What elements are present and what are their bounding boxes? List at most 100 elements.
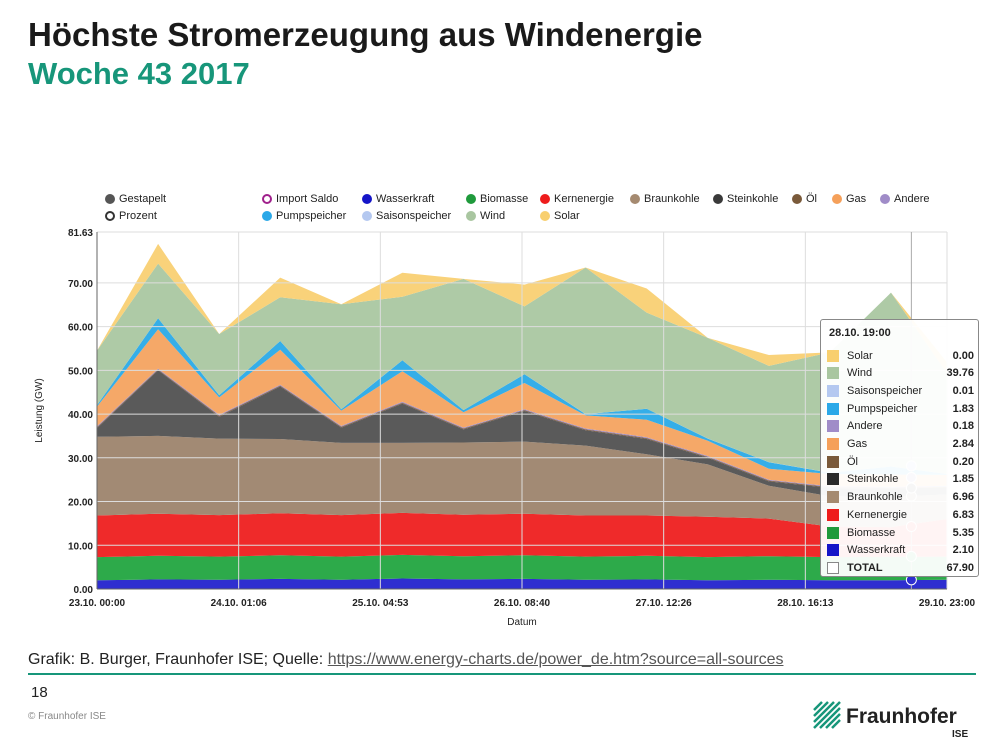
legend-item[interactable]: Wind <box>466 210 505 222</box>
legend-marker-icon <box>262 194 272 204</box>
tooltip-swatch-icon <box>827 402 839 415</box>
tooltip-value: 0.18 <box>952 420 974 433</box>
legend-item[interactable]: Biomasse <box>466 193 528 205</box>
tooltip-label: Steinkohle <box>847 473 899 486</box>
legend-item[interactable]: Steinkohle <box>713 193 778 205</box>
legend-label: Saisonspeicher <box>376 210 452 222</box>
legend-item[interactable]: Solar <box>540 210 580 222</box>
legend-marker-icon <box>105 211 115 221</box>
tooltip-value: 39.76 <box>946 367 974 380</box>
tooltip-swatch-icon <box>827 561 839 574</box>
tooltip-swatch-icon <box>827 544 839 557</box>
copyright-text: © Fraunhofer ISE <box>28 711 106 722</box>
legend-label: Braunkohle <box>644 193 700 205</box>
tooltip-value: 2.84 <box>952 438 974 450</box>
legend-marker-icon <box>540 211 550 221</box>
source-credit: Grafik: B. Burger, Fraunhofer ISE; Quell… <box>28 651 783 669</box>
tooltip-label: Pumpspeicher <box>847 402 918 415</box>
y-tick-label: 60.00 <box>68 323 93 334</box>
tooltip-label: Wasserkraft <box>847 544 906 557</box>
legend-item[interactable]: Prozent <box>105 210 157 222</box>
source-prefix: Grafik: B. Burger, Fraunhofer ISE; Quell… <box>28 651 328 668</box>
tooltip-row: Steinkohle 1.85 <box>827 471 974 488</box>
legend-label: Steinkohle <box>727 193 779 205</box>
legend-marker-icon <box>880 194 890 204</box>
legend-label: Wasserkraft <box>376 193 435 205</box>
legend-label: Andere <box>894 193 930 205</box>
legend-marker-icon <box>832 194 842 204</box>
footer-rule <box>28 673 976 675</box>
tooltip-row: Biomasse 5.35 <box>827 524 974 541</box>
legend-label: Gestapelt <box>119 193 167 205</box>
tooltip-swatch-icon <box>827 455 839 468</box>
y-tick-label: 81.63 <box>68 228 93 239</box>
tooltip-label: Öl <box>847 455 858 468</box>
tooltip-row: Kernenergie 6.83 <box>827 506 974 523</box>
legend-label: Wind <box>480 210 506 222</box>
legend-marker-icon <box>262 211 272 221</box>
tooltip-label: Wind <box>847 367 873 380</box>
tooltip-swatch-icon <box>827 526 839 539</box>
legend-item[interactable]: Wasserkraft <box>362 193 434 205</box>
x-tick-label: 23.10. 00:00 <box>69 598 126 609</box>
legend-item[interactable]: Kernenergie <box>540 193 614 205</box>
tooltip-row: TOTAL 67.90 <box>827 559 974 576</box>
tooltip-value: 0.01 <box>952 384 974 397</box>
legend-marker-icon <box>362 194 372 204</box>
legend-marker-icon <box>540 194 550 204</box>
y-tick-label: 70.00 <box>68 279 93 290</box>
x-tick-label: 29.10. 23:00 <box>919 598 976 609</box>
legend-marker-icon <box>105 194 115 204</box>
y-axis-title: Leistung (GW) <box>34 378 45 442</box>
y-tick-label: 40.00 <box>68 410 93 421</box>
legend-item[interactable]: Pumpspeicher <box>262 210 346 222</box>
tooltip-row: Braunkohle 6.96 <box>827 489 974 506</box>
tooltip-label: Gas <box>847 438 868 450</box>
tooltip-label: Biomasse <box>847 526 896 539</box>
legend-item[interactable]: Saisonspeicher <box>362 210 451 222</box>
data-tooltip: 28.10. 19:00 Solar 0.00 Wind 39.76 Saisonspe… <box>820 319 979 577</box>
legend-marker-icon <box>362 211 372 221</box>
tooltip-value: 6.96 <box>952 491 974 504</box>
tooltip-swatch-icon <box>827 438 839 450</box>
x-tick-label: 26.10. 08:40 <box>494 598 551 609</box>
tooltip-row: Gas 2.84 <box>827 436 974 453</box>
legend-item[interactable]: Import Saldo <box>262 193 338 205</box>
legend-item[interactable]: Öl <box>792 193 817 205</box>
tooltip-value: 1.83 <box>952 402 974 415</box>
tooltip-value: 0.20 <box>952 455 974 468</box>
x-axis-title: Datum <box>507 617 536 628</box>
legend-marker-icon <box>792 194 802 204</box>
legend-item[interactable]: Gestapelt <box>105 193 166 205</box>
tooltip-swatch-icon <box>827 384 839 397</box>
legend-label: Öl <box>806 193 817 205</box>
legend-item[interactable]: Andere <box>880 193 929 205</box>
y-tick-label: 30.00 <box>68 454 93 465</box>
tooltip-label: Kernenergie <box>847 508 907 521</box>
source-link[interactable]: https://www.energy-charts.de/power_de.ht… <box>327 651 784 668</box>
legend-label: Solar <box>554 210 580 222</box>
tooltip-label: Solar <box>847 349 873 362</box>
slide-subtitle: Woche 43 2017 <box>28 56 250 91</box>
logo-sub: ISE <box>952 729 969 740</box>
slide-title: Höchste Stromerzeugung aus Windenergie <box>28 16 703 53</box>
tooltip-label: TOTAL <box>847 561 883 574</box>
legend-item[interactable]: Gas <box>832 193 866 205</box>
tooltip-label: Saisonspeicher <box>847 384 923 397</box>
tooltip-swatch-icon <box>827 491 839 504</box>
tooltip-swatch-icon <box>827 367 839 380</box>
tooltip-row: Pumpspeicher 1.83 <box>827 400 974 417</box>
area-wasserkraft <box>97 578 947 589</box>
tooltip-value: 67.90 <box>946 561 974 574</box>
y-tick-label: 50.00 <box>68 366 93 377</box>
x-tick-label: 28.10. 16:13 <box>777 598 834 609</box>
y-tick-label: 0.00 <box>74 585 94 596</box>
page-number: 18 <box>31 684 48 701</box>
x-tick-label: 25.10. 04:53 <box>352 598 409 609</box>
tooltip-swatch-icon <box>827 420 839 433</box>
logo-name: Fraunhofer <box>846 705 957 728</box>
legend-marker-icon <box>466 211 476 221</box>
legend-item[interactable]: Braunkohle <box>630 193 700 205</box>
x-tick-label: 27.10. 12:26 <box>636 598 693 609</box>
tooltip-row: Öl 0.20 <box>827 453 974 470</box>
